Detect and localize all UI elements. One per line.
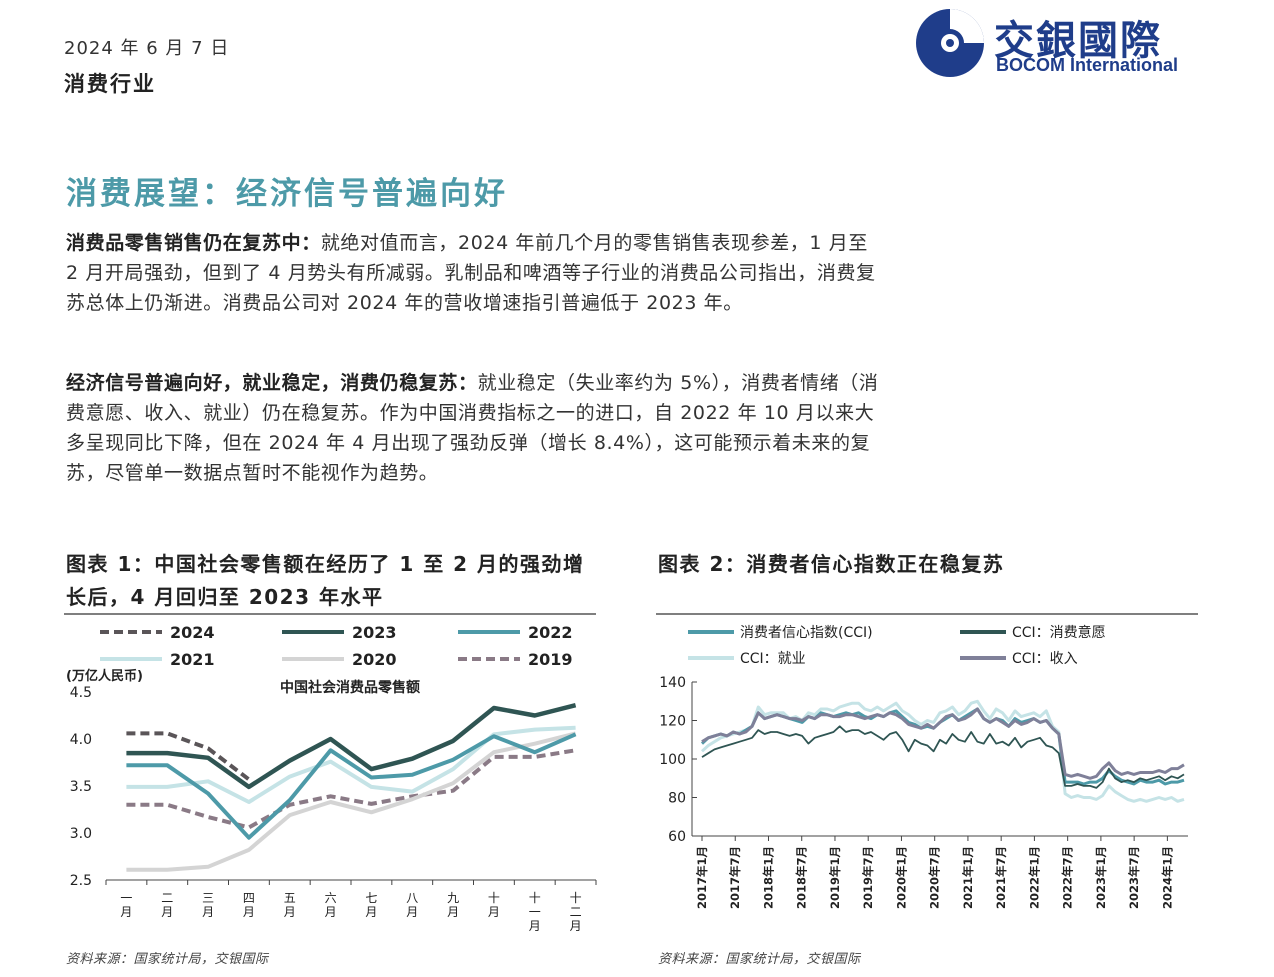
logo-english-name: BOCOM International xyxy=(996,55,1179,75)
paragraph-heading: 经济信号普遍向好，就业稳定，消费仍稳复苏： xyxy=(66,372,478,394)
report-date: 2024 年 6 月 7 日 xyxy=(64,38,230,59)
y-tick-label: 4.5 xyxy=(70,685,92,701)
x-tick-label: 2023年1月 xyxy=(1094,846,1108,909)
x-tick-label: 2018年1月 xyxy=(762,846,776,909)
paragraph-body: 就绝对值而言，2024 年前几个月的零售销售表现参差，1 月至 2 月开局强劲，… xyxy=(66,232,876,314)
y-tick-label: 120 xyxy=(659,714,686,730)
x-tick-label: 2017年7月 xyxy=(728,846,742,909)
x-tick-label: 2023年7月 xyxy=(1127,846,1141,909)
y-tick-label: 3.0 xyxy=(70,826,92,842)
legend-label-2023: 2023 xyxy=(352,623,397,642)
x-tick-label: 一月 xyxy=(120,891,132,919)
x-tick-label: 十二月 xyxy=(570,891,582,933)
retail-sales-chart: 2024 2023 2022 2021 2020 2019 (万亿人民币) 中国社会消费品零售… xyxy=(64,613,597,933)
paragraph-heading: 消费品零售销售仍在复苏中： xyxy=(66,232,321,254)
y-tick-label: 3.5 xyxy=(70,779,92,795)
x-tick-label: 九月 xyxy=(447,891,459,919)
legend-label-2021: 2021 xyxy=(170,650,215,669)
y-tick-label: 140 xyxy=(659,675,686,691)
x-tick-label: 四月 xyxy=(243,891,255,919)
x-tick-label: 2019年7月 xyxy=(861,846,875,909)
x-tick-label: 2021年1月 xyxy=(961,846,975,909)
x-tick-label: 八月 xyxy=(406,891,418,919)
bocom-logo-mark-icon xyxy=(916,9,984,77)
paragraph-economic-signals: 经济信号普遍向好，就业稳定，消费仍稳复苏：就业稳定（失业率约为 5%），消费者情… xyxy=(66,368,886,488)
figure-2-source: 资料来源：国家统计局，交银国际 xyxy=(658,952,861,967)
x-tick-label: 2020年7月 xyxy=(928,846,942,909)
legend-label-2022: 2022 xyxy=(528,623,573,642)
x-tick-label: 2021年7月 xyxy=(994,846,1008,909)
legend-label-2024: 2024 xyxy=(170,623,215,642)
x-tick-label: 2024年1月 xyxy=(1160,846,1174,909)
y-tick-label: 100 xyxy=(659,752,686,768)
x-tick-label: 五月 xyxy=(284,891,296,919)
series-line-2024 xyxy=(126,731,251,781)
figure-1-title: 图表 1：中国社会零售额在经历了 1 至 2 月的强劲增长后，4 月回归至 20… xyxy=(66,552,585,609)
x-tick-label: 十一月 xyxy=(529,891,541,933)
series-line-2019 xyxy=(126,748,576,830)
chart-title: 中国社会消费品零售额 xyxy=(280,679,420,696)
y-tick-label: 4.0 xyxy=(70,732,92,748)
logo-chinese-name: 交銀國際 xyxy=(994,17,1162,64)
figure-2-title: 图表 2：消费者信心指数正在稳复苏 xyxy=(658,552,1005,576)
series-line-2023 xyxy=(126,703,577,790)
y-tick-label: 2.5 xyxy=(70,873,92,889)
y-tick-label: 60 xyxy=(668,829,686,845)
x-tick-label: 十月 xyxy=(488,891,500,919)
series-line-cci xyxy=(701,707,1185,780)
legend-label-cci: CCI：收入 xyxy=(1012,651,1078,667)
x-tick-label: 2019年1月 xyxy=(828,846,842,909)
x-tick-label: 2022年7月 xyxy=(1061,846,1075,909)
y-axis-label: (万亿人民币) xyxy=(66,668,143,684)
industry-label: 消费行业 xyxy=(64,72,156,96)
x-tick-label: 2018年7月 xyxy=(795,846,809,909)
legend-label-2020: 2020 xyxy=(352,650,397,669)
legend-label-2019: 2019 xyxy=(528,650,573,669)
x-tick-label: 2022年1月 xyxy=(1027,846,1041,909)
series-line-cci xyxy=(701,725,1185,789)
paragraph-retail-sales: 消费品零售销售仍在复苏中：就绝对值而言，2024 年前几个月的零售销售表现参差，… xyxy=(66,228,886,318)
paragraph-body: 就业稳定（失业率约为 5%），消费者情绪（消费意愿、收入、就业）仍在稳复苏。作为… xyxy=(66,372,879,484)
x-tick-label: 2020年1月 xyxy=(894,846,908,909)
consumer-confidence-chart: 消费者信心指数(CCI) CCI：消费意愿 CCI：就业 CCI：收入 60 80 100 1… xyxy=(656,613,1198,909)
legend-label-cci: CCI：就业 xyxy=(740,651,806,667)
series-line-2020 xyxy=(126,731,577,872)
series-line-2021 xyxy=(126,725,576,804)
x-tick-label: 2017年1月 xyxy=(695,846,709,909)
x-tick-label: 六月 xyxy=(325,891,337,919)
bocom-logo xyxy=(916,9,984,77)
y-tick-label: 80 xyxy=(668,791,686,807)
legend-label-cci: 消费者信心指数(CCI) xyxy=(740,625,873,641)
series-line-cci xyxy=(700,699,1185,803)
legend-label-cci: CCI：消费意愿 xyxy=(1012,624,1106,641)
x-tick-label: 三月 xyxy=(202,891,214,919)
figure-1-source: 资料来源：国家统计局，交银国际 xyxy=(66,952,269,967)
x-tick-label: 二月 xyxy=(161,891,173,919)
report-title: 消费展望：经济信号普遍向好 xyxy=(66,176,508,212)
x-tick-label: 七月 xyxy=(365,891,377,919)
series-line-2022 xyxy=(126,732,577,840)
